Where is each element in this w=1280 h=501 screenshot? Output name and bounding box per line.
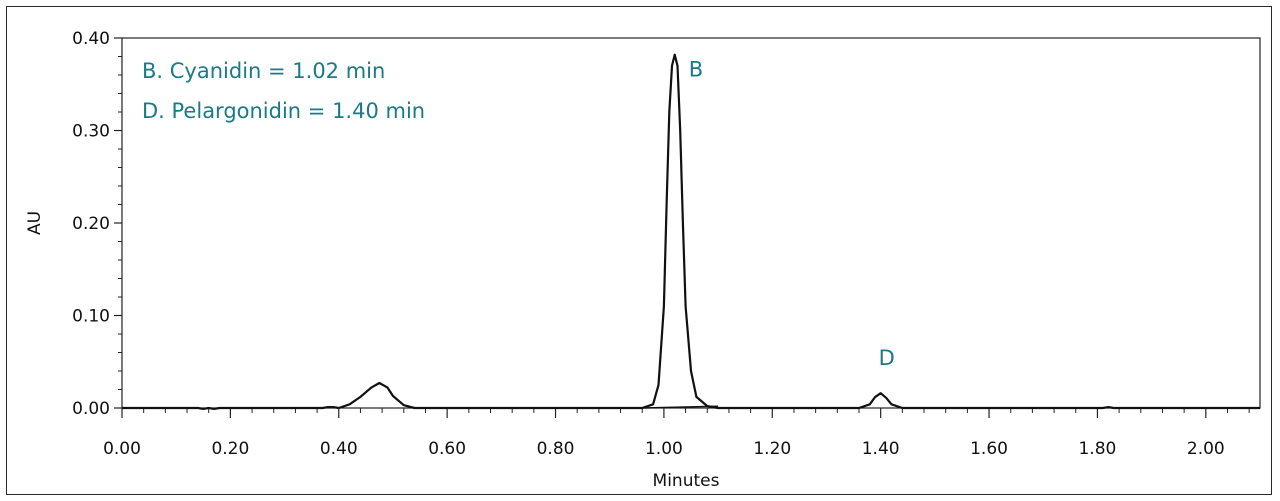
y-tick-label: 0.10 bbox=[72, 307, 110, 327]
x-tick-label: 0.60 bbox=[428, 439, 466, 459]
y-tick-label: 0.20 bbox=[72, 214, 110, 234]
x-axis: 0.00 0.20 0.40 0.60 0.80 1.00 1.20 1.40 1.60 1.80… bbox=[103, 408, 1250, 459]
x-tick-label: 1.20 bbox=[753, 439, 791, 459]
x-tick-label: 1.00 bbox=[645, 439, 683, 459]
annotation-pelargonidin: D. Pelargonidin = 1.40 min bbox=[142, 99, 425, 123]
y-tick-label: 0.00 bbox=[72, 399, 110, 419]
plot-area bbox=[121, 37, 1261, 409]
x-tick-label: 0.40 bbox=[320, 439, 358, 459]
peak-label-b: B bbox=[689, 58, 703, 82]
y-tick-label: 0.30 bbox=[72, 122, 110, 142]
peak-label-d: D bbox=[879, 346, 895, 370]
y-tick-label: 0.40 bbox=[72, 29, 110, 49]
x-tick-label: 1.80 bbox=[1078, 439, 1116, 459]
x-tick-label: 2.00 bbox=[1187, 439, 1225, 459]
peak-b-baseline bbox=[642, 405, 719, 409]
x-tick-label: 0.00 bbox=[103, 439, 141, 459]
y-axis-label: AU bbox=[25, 211, 45, 235]
annotation-cyanidin: B. Cyanidin = 1.02 min bbox=[142, 59, 385, 83]
x-tick-label: 1.40 bbox=[862, 439, 900, 459]
x-tick-label: 0.80 bbox=[537, 439, 575, 459]
x-tick-label: 0.20 bbox=[211, 439, 249, 459]
chromatogram-line bbox=[122, 53, 1260, 410]
x-tick-label: 1.60 bbox=[970, 439, 1008, 459]
y-axis: 0.00 0.10 0.20 0.30 0.40 bbox=[72, 29, 122, 419]
chart-frame bbox=[6, 6, 1272, 495]
x-axis-label: Minutes bbox=[653, 471, 720, 491]
